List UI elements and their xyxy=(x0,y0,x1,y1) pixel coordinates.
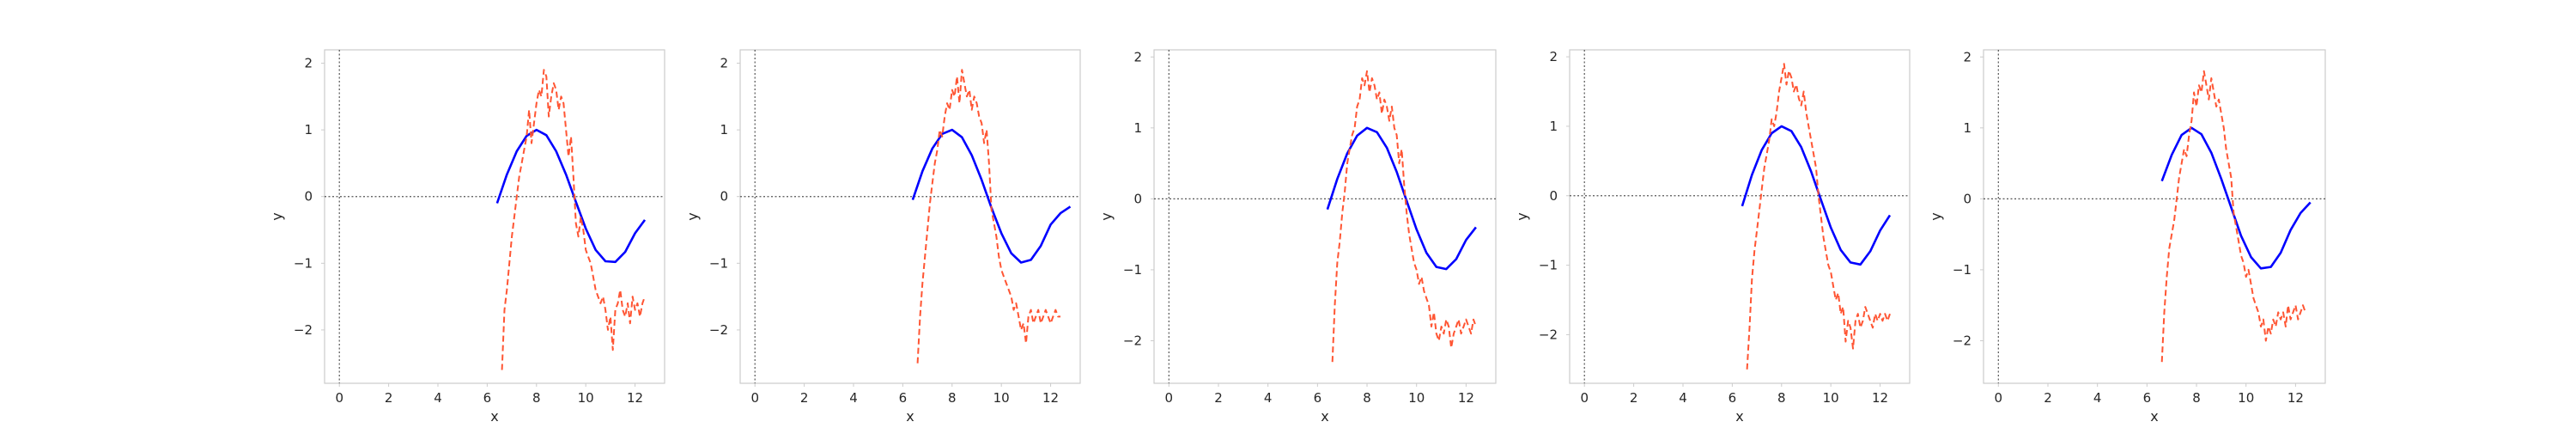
x-tick-label: 2 xyxy=(2044,390,2052,406)
x-tick-label: 2 xyxy=(1630,390,1638,406)
x-tick-label: 0 xyxy=(1580,390,1589,406)
x-tick-label: 10 xyxy=(578,390,594,406)
x-tick-label: 8 xyxy=(1777,390,1786,406)
x-tick-label: 12 xyxy=(1872,390,1888,406)
plot-frame xyxy=(1153,49,1497,384)
x-tick-label: 2 xyxy=(1214,390,1223,406)
x-tick-label: 0 xyxy=(335,390,343,406)
y-axis-label: y xyxy=(1098,212,1115,220)
x-axis-label: x xyxy=(1735,408,1743,425)
y-tick-label: 2 xyxy=(304,56,313,71)
x-tick-label: 8 xyxy=(948,390,957,406)
x-tick-label: 6 xyxy=(1314,390,1322,406)
plot-frame xyxy=(1983,49,2326,384)
y-tick-label: −1 xyxy=(709,255,728,271)
x-tick-label: 8 xyxy=(532,390,541,406)
noisy-series-line xyxy=(2160,70,2306,363)
noisy-series-line xyxy=(1746,63,1891,370)
x-tick-label: 12 xyxy=(1042,390,1059,406)
x-tick-label: 12 xyxy=(1458,390,1474,406)
sine-series-line xyxy=(2160,126,2312,270)
x-tick-label: 6 xyxy=(899,390,908,406)
y-tick-label: 1 xyxy=(1133,120,1142,136)
x-tick-label: 12 xyxy=(627,390,643,406)
x-tick-label: 10 xyxy=(993,390,1010,406)
y-tick-label: 0 xyxy=(304,189,313,205)
y-tick-label: 0 xyxy=(1963,191,1971,206)
x-tick-label: 10 xyxy=(2238,390,2254,406)
y-tick-label: 1 xyxy=(1549,119,1558,134)
y-tick-label: 0 xyxy=(1133,191,1142,206)
x-tick-label: 8 xyxy=(2192,390,2201,406)
noisy-series-line xyxy=(501,69,646,370)
y-tick-label: −2 xyxy=(294,322,313,338)
x-tick-label: 2 xyxy=(800,390,809,406)
x-axis-label: x xyxy=(906,408,914,425)
y-tick-label: 1 xyxy=(720,122,728,138)
y-tick-label: 2 xyxy=(1133,49,1142,64)
x-tick-label: 12 xyxy=(2287,390,2304,406)
y-tick-label: 2 xyxy=(1549,49,1558,64)
y-tick-label: −2 xyxy=(709,322,728,338)
series-group xyxy=(495,69,647,370)
noisy-series-line xyxy=(916,69,1060,364)
series-group xyxy=(1326,70,1477,363)
y-tick-label: −1 xyxy=(294,255,313,271)
x-tick-label: 4 xyxy=(2093,390,2102,406)
x-axis-label: x xyxy=(490,408,498,425)
x-axis-label: x xyxy=(1321,408,1328,425)
series-group xyxy=(911,69,1072,364)
y-axis-label: y xyxy=(684,212,701,220)
x-tick-label: 4 xyxy=(849,390,858,406)
y-tick-label: −2 xyxy=(1539,327,1558,342)
x-tick-label: 10 xyxy=(1408,390,1425,406)
y-tick-label: 1 xyxy=(304,122,313,138)
y-tick-label: −2 xyxy=(1953,333,1971,348)
series-group xyxy=(2160,70,2312,363)
y-tick-label: −2 xyxy=(1123,333,1142,348)
sine-series-line xyxy=(1741,125,1892,266)
y-tick-label: −1 xyxy=(1953,262,1971,278)
noisy-series-line xyxy=(1331,70,1477,363)
plot-frame xyxy=(1569,49,1911,384)
plot-frame xyxy=(739,49,1081,384)
y-tick-label: 1 xyxy=(1963,120,1971,136)
x-tick-label: 6 xyxy=(483,390,492,406)
x-tick-label: 4 xyxy=(1679,390,1687,406)
x-tick-label: 0 xyxy=(750,390,759,406)
x-tick-label: 2 xyxy=(385,390,393,406)
y-tick-label: 2 xyxy=(1963,49,1971,64)
x-tick-label: 10 xyxy=(1823,390,1839,406)
y-tick-label: 0 xyxy=(720,189,728,205)
y-tick-label: 0 xyxy=(1549,188,1558,204)
series-group xyxy=(1741,63,1892,370)
sine-series-line xyxy=(495,128,647,264)
x-tick-label: 0 xyxy=(1995,390,2003,406)
y-axis-label: y xyxy=(1928,212,1944,220)
x-tick-label: 4 xyxy=(434,390,442,406)
x-tick-label: 6 xyxy=(1728,390,1737,406)
y-tick-label: −1 xyxy=(1539,258,1558,273)
y-axis-label: y xyxy=(269,212,285,220)
x-tick-label: 0 xyxy=(1165,390,1174,406)
x-tick-label: 8 xyxy=(1363,390,1371,406)
x-tick-label: 4 xyxy=(1264,390,1273,406)
x-axis-label: x xyxy=(2150,408,2158,425)
x-tick-label: 6 xyxy=(2143,390,2152,406)
y-tick-label: 2 xyxy=(720,56,728,71)
sine-series-line xyxy=(1326,126,1477,271)
plot-frame xyxy=(324,49,665,384)
y-axis-label: y xyxy=(1514,212,1530,220)
y-tick-label: −1 xyxy=(1123,262,1142,278)
